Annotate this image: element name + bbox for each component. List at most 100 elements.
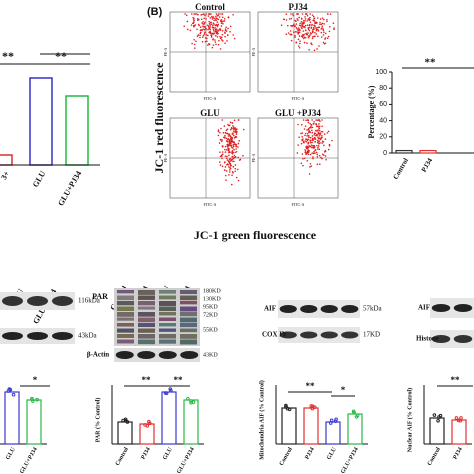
event — [232, 147, 234, 149]
event — [212, 26, 215, 29]
event — [224, 166, 227, 168]
event — [309, 13, 311, 15]
event — [313, 134, 316, 136]
event — [193, 25, 195, 28]
event — [307, 35, 310, 37]
event — [231, 155, 233, 158]
event — [311, 131, 314, 134]
event — [203, 33, 206, 35]
event — [219, 13, 221, 15]
event — [212, 24, 214, 27]
event — [189, 29, 192, 32]
event — [184, 13, 186, 15]
event — [232, 145, 235, 148]
event — [318, 142, 321, 145]
event — [288, 18, 291, 20]
event — [305, 141, 308, 143]
event — [305, 32, 307, 35]
event — [232, 133, 234, 135]
event — [312, 157, 314, 160]
event — [195, 13, 198, 15]
event — [301, 36, 304, 38]
event — [321, 17, 324, 19]
event — [210, 13, 212, 15]
event — [216, 31, 219, 34]
event — [301, 153, 304, 155]
event — [298, 16, 300, 19]
event — [313, 17, 316, 20]
event — [216, 25, 219, 28]
dot — [456, 418, 461, 423]
event — [237, 146, 239, 148]
event — [228, 139, 231, 142]
event — [229, 157, 232, 160]
event — [237, 119, 240, 121]
event — [204, 40, 207, 43]
event — [211, 32, 214, 35]
label: 95KD — [203, 304, 218, 310]
label: 57kDa — [363, 305, 383, 313]
smear — [117, 312, 134, 317]
event — [317, 136, 319, 138]
event — [217, 32, 219, 35]
label: GLU — [31, 169, 48, 189]
event — [201, 40, 204, 43]
event — [327, 148, 330, 151]
dot — [459, 416, 463, 420]
event — [215, 23, 218, 26]
event — [229, 128, 232, 131]
label: PE-A — [163, 47, 168, 56]
event — [280, 24, 283, 26]
event — [293, 31, 295, 34]
dot — [284, 405, 288, 409]
event — [308, 149, 310, 152]
event — [185, 14, 188, 17]
event — [234, 170, 236, 173]
event — [218, 39, 220, 42]
event — [236, 128, 238, 131]
event — [226, 140, 229, 143]
bar — [395, 149, 413, 154]
event — [323, 42, 326, 45]
event — [223, 125, 226, 127]
event — [301, 24, 304, 27]
band — [180, 351, 199, 359]
event — [304, 140, 306, 142]
event — [232, 124, 234, 127]
event — [318, 123, 320, 125]
event — [296, 13, 299, 15]
bar — [29, 77, 53, 166]
blot — [278, 300, 360, 318]
y-tick-label: 20 — [379, 134, 387, 141]
event — [322, 34, 325, 36]
event — [316, 48, 318, 50]
event — [214, 27, 216, 29]
event — [327, 13, 329, 15]
event — [306, 42, 308, 44]
event — [315, 151, 318, 154]
event — [313, 49, 316, 52]
event — [213, 30, 215, 32]
event — [208, 27, 210, 30]
event — [204, 37, 207, 39]
event — [315, 123, 318, 125]
event — [209, 26, 211, 28]
dot — [436, 418, 440, 423]
event — [229, 30, 231, 33]
event — [224, 35, 226, 38]
band — [431, 335, 451, 343]
event — [300, 123, 303, 126]
event — [307, 119, 310, 122]
event — [220, 22, 223, 24]
event — [302, 22, 305, 25]
event — [302, 119, 305, 121]
event — [233, 160, 235, 163]
event — [290, 39, 293, 42]
event — [328, 145, 331, 147]
event — [309, 136, 312, 139]
event — [231, 139, 233, 141]
dot — [186, 396, 190, 401]
event — [199, 32, 202, 35]
event — [210, 23, 213, 26]
event — [231, 174, 233, 176]
